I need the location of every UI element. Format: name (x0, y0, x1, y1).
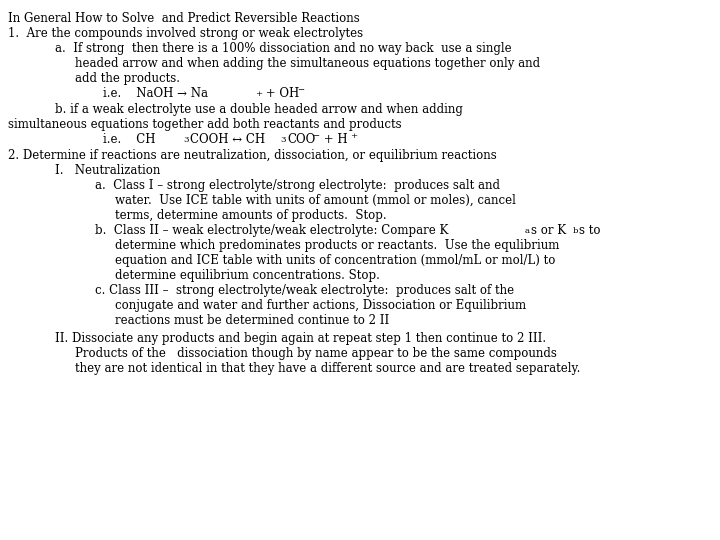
Text: c. Class III –  strong electrolyte/weak electrolyte:  produces salt of the: c. Class III – strong electrolyte/weak e… (95, 284, 514, 297)
Text: + OH: + OH (262, 87, 300, 100)
Text: reactions must be determined continue to 2 II: reactions must be determined continue to… (115, 314, 390, 327)
Text: −: − (312, 132, 319, 140)
Text: 2. Determine if reactions are neutralization, dissociation, or equilibrium react: 2. Determine if reactions are neutraliza… (8, 149, 497, 162)
Text: b.  Class II – weak electrolyte/weak electrolyte: Compare K: b. Class II – weak electrolyte/weak elec… (95, 224, 449, 237)
Text: simultaneous equations together add both reactants and products: simultaneous equations together add both… (8, 118, 402, 131)
Text: a.  If strong  then there is a 100% dissociation and no way back  use a single: a. If strong then there is a 100% dissoc… (55, 42, 512, 55)
Text: b. if a weak electrolyte use a double headed arrow and when adding: b. if a weak electrolyte use a double he… (55, 103, 463, 116)
Text: II. Dissociate any products and begin again at repeat step 1 then continue to 2 : II. Dissociate any products and begin ag… (55, 332, 546, 345)
Text: i.e.    CH: i.e. CH (103, 133, 156, 146)
Text: determine which predominates products or reactants.  Use the equlibrium: determine which predominates products or… (115, 239, 559, 252)
Text: s to: s to (579, 224, 600, 237)
Text: −: − (297, 86, 304, 94)
Text: s or K: s or K (531, 224, 566, 237)
Text: +: + (350, 132, 357, 140)
Text: equation and ICE table with units of concentration (mmol/mL or mol/L) to: equation and ICE table with units of con… (115, 254, 555, 267)
Text: i.e.    NaOH → Na: i.e. NaOH → Na (103, 87, 208, 100)
Text: COOH ↔ CH: COOH ↔ CH (190, 133, 265, 146)
Text: they are not identical in that they have a different source and are treated sepa: they are not identical in that they have… (75, 362, 580, 375)
Text: terms, determine amounts of products.  Stop.: terms, determine amounts of products. St… (115, 209, 387, 222)
Text: a.  Class I – strong electrolyte/strong electrolyte:  produces salt and: a. Class I – strong electrolyte/strong e… (95, 179, 500, 192)
Text: conjugate and water and further actions, Dissociation or Equilibrium: conjugate and water and further actions,… (115, 299, 526, 312)
Text: 3: 3 (280, 136, 286, 144)
Text: b: b (573, 227, 578, 235)
Text: determine equilibrium concentrations. Stop.: determine equilibrium concentrations. St… (115, 269, 380, 282)
Text: I.   Neutralization: I. Neutralization (55, 164, 161, 177)
Text: a: a (525, 227, 530, 235)
Text: water.  Use ICE table with units of amount (mmol or moles), cancel: water. Use ICE table with units of amoun… (115, 194, 516, 207)
Text: In General How to Solve  and Predict Reversible Reactions: In General How to Solve and Predict Reve… (8, 12, 360, 25)
Text: COO: COO (287, 133, 315, 146)
Text: add the products.: add the products. (75, 72, 180, 85)
Text: 1.  Are the compounds involved strong or weak electrolytes: 1. Are the compounds involved strong or … (8, 27, 363, 40)
Text: +: + (255, 90, 262, 98)
Text: + H: + H (320, 133, 348, 146)
Text: headed arrow and when adding the simultaneous equations together only and: headed arrow and when adding the simulta… (75, 57, 540, 70)
Text: Products of the   dissociation though by name appear to be the same compounds: Products of the dissociation though by n… (75, 347, 557, 360)
Text: 3: 3 (183, 136, 189, 144)
